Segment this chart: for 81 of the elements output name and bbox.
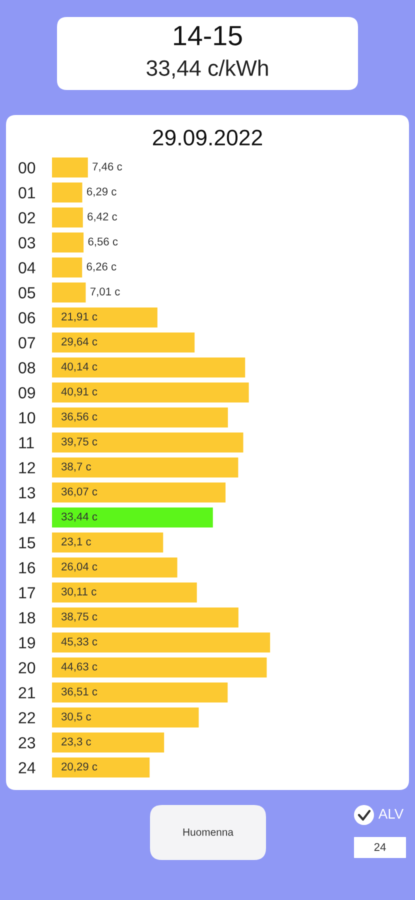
y-tick-label: 06	[18, 312, 36, 324]
data-label: 6,26 c	[86, 262, 116, 272]
bar	[52, 432, 244, 452]
data-label: 29,64 c	[62, 338, 98, 347]
bar	[52, 358, 246, 378]
data-label: 30,11 c	[61, 588, 96, 597]
bar	[52, 308, 158, 328]
y-tick-label: 14	[19, 512, 36, 524]
y-tick-label: 03	[18, 237, 36, 248]
data-label: 36,56 c	[61, 412, 98, 422]
bar	[52, 232, 84, 252]
y-tick-label: 01	[18, 187, 35, 198]
bar	[52, 458, 238, 478]
y-tick-label: 07	[18, 337, 35, 348]
bar	[52, 482, 226, 502]
data-label: 30,5 c	[61, 712, 91, 722]
bar	[52, 608, 238, 628]
data-label: 38,7 c	[61, 462, 91, 472]
y-tick-label: 16	[19, 562, 36, 574]
y-tick-label: 05	[18, 287, 36, 298]
bar	[52, 732, 164, 752]
data-label: 36,51 c	[61, 688, 98, 697]
bar	[52, 632, 270, 652]
data-label: 44,63 c	[61, 662, 98, 672]
text: 24	[374, 843, 386, 851]
data-label: 33,44 c	[61, 512, 98, 522]
y-tick-label: 13	[19, 487, 36, 498]
text: 14-15	[174, 26, 242, 46]
data-label: 40,91 c	[61, 388, 98, 397]
data-label: 40,14 c	[61, 362, 98, 372]
data-label: 20,29 c	[62, 762, 98, 772]
bar	[52, 658, 267, 678]
text: ALV	[378, 809, 404, 819]
y-tick-label: 24	[18, 762, 36, 774]
bar	[52, 708, 199, 728]
bar	[52, 208, 83, 228]
data-label: 26,04 c	[62, 562, 98, 572]
bar	[52, 508, 213, 528]
bar	[52, 558, 178, 578]
data-label: 45,33 c	[61, 638, 98, 647]
data-label: 6,29 c	[86, 188, 116, 197]
y-tick-label: 20	[18, 662, 36, 674]
bar	[52, 408, 228, 428]
bar	[52, 758, 150, 778]
bar	[52, 582, 197, 602]
chart-title: 29.09.2022	[153, 130, 262, 146]
data-label: 39,75 c	[61, 438, 98, 447]
y-tick-label: 00	[18, 162, 36, 174]
data-label: 38,75 c	[61, 612, 98, 622]
bar	[52, 382, 249, 402]
text: 33,44 c/kWh	[146, 60, 268, 79]
data-label: 23,1 c	[62, 538, 91, 547]
y-tick-label: 02	[18, 212, 35, 224]
bar	[52, 158, 88, 178]
bar	[52, 332, 195, 352]
bar	[52, 282, 86, 302]
y-tick-label: 17	[19, 587, 35, 598]
bar	[52, 182, 82, 202]
data-label: 23,3 c	[62, 738, 91, 747]
y-tick-label: 23	[18, 737, 36, 748]
y-tick-label: 11	[19, 437, 34, 448]
bar	[52, 532, 164, 552]
y-tick-label: 12	[19, 462, 35, 474]
y-tick-label: 22	[18, 712, 35, 724]
bar	[52, 682, 228, 702]
data-label: 7,01 c	[90, 288, 120, 297]
y-tick-label: 09	[18, 387, 36, 398]
y-tick-label: 15	[19, 537, 36, 548]
data-label: 6,56 c	[88, 238, 118, 247]
text: Huomenna	[183, 828, 234, 836]
bar	[52, 258, 82, 278]
y-tick-label: 19	[19, 637, 36, 648]
y-tick-label: 21	[18, 687, 35, 698]
y-tick-label: 04	[18, 262, 36, 274]
y-tick-label: 18	[19, 612, 36, 624]
y-tick-label: 08	[18, 362, 36, 374]
data-label: 6,42 c	[88, 212, 118, 222]
y-tick-label: 10	[19, 412, 36, 424]
data-label: 7,46 c	[92, 162, 122, 172]
data-label: 36,07 c	[61, 488, 98, 497]
data-label: 21,91 c	[62, 312, 98, 322]
